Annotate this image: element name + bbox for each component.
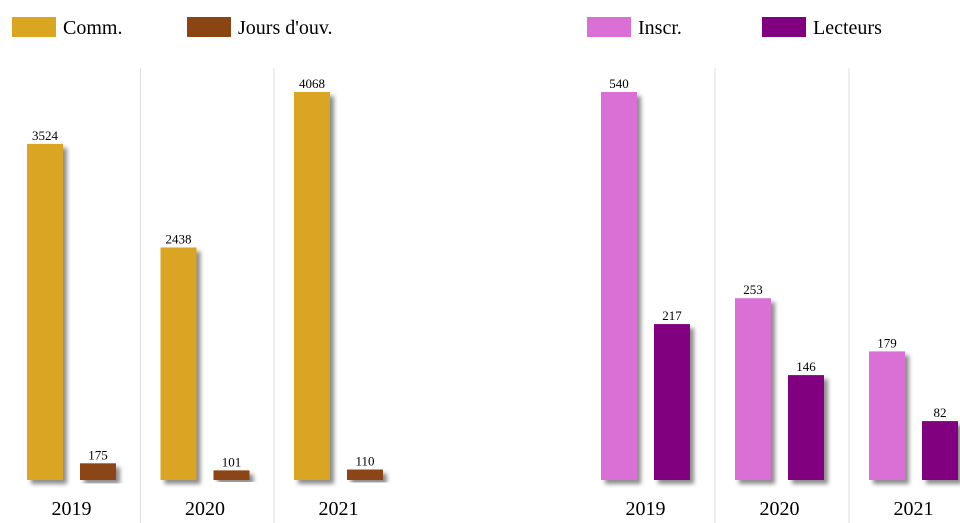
value-label: 175 bbox=[88, 447, 108, 462]
bar bbox=[213, 470, 250, 480]
legend-swatch bbox=[187, 17, 231, 37]
bar bbox=[922, 421, 958, 480]
x-tick-label: 2021 bbox=[894, 498, 934, 520]
value-label: 82 bbox=[934, 405, 947, 420]
value-label: 2438 bbox=[166, 231, 192, 246]
legend-label: Inscr. bbox=[638, 17, 682, 39]
bar bbox=[347, 469, 383, 480]
value-label: 540 bbox=[609, 76, 629, 91]
value-label: 4068 bbox=[299, 76, 325, 91]
x-tick-label: 2021 bbox=[319, 498, 359, 520]
bar bbox=[80, 463, 116, 480]
x-tick-label: 2020 bbox=[185, 498, 225, 520]
legend-swatch bbox=[12, 17, 56, 37]
value-label: 217 bbox=[662, 308, 682, 323]
legend-label: Lecteurs bbox=[813, 17, 882, 39]
legend-swatch bbox=[587, 17, 631, 37]
value-label: 110 bbox=[355, 454, 374, 469]
x-tick-label: 2020 bbox=[760, 498, 800, 520]
bar bbox=[654, 324, 690, 480]
legend-label: Jours d'ouv. bbox=[238, 17, 333, 39]
value-label: 179 bbox=[877, 335, 897, 350]
x-tick-label: 2019 bbox=[626, 498, 666, 520]
x-tick-label: 2019 bbox=[52, 498, 92, 520]
bar bbox=[601, 92, 637, 480]
value-label: 3524 bbox=[32, 128, 59, 143]
bar bbox=[27, 143, 63, 481]
value-label: 101 bbox=[222, 454, 242, 469]
bar bbox=[869, 351, 905, 480]
value-label: 146 bbox=[796, 359, 816, 374]
value-label: 253 bbox=[743, 282, 763, 297]
bar bbox=[294, 92, 330, 480]
bar bbox=[160, 247, 197, 480]
bar bbox=[788, 375, 824, 480]
legend-swatch bbox=[762, 17, 806, 37]
bar bbox=[735, 298, 771, 480]
legend-label: Comm. bbox=[63, 17, 122, 39]
